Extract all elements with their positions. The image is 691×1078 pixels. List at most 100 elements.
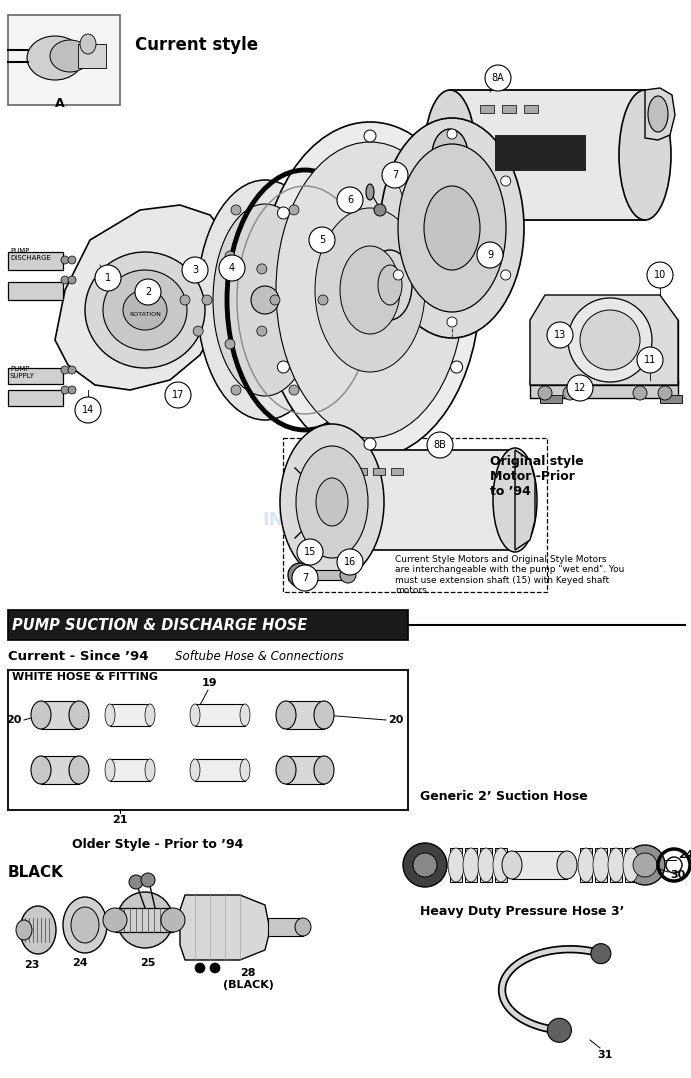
Ellipse shape <box>493 848 509 882</box>
Ellipse shape <box>165 382 191 407</box>
Bar <box>373 468 385 475</box>
Text: 3: 3 <box>192 265 198 275</box>
Text: 25: 25 <box>140 958 155 968</box>
Ellipse shape <box>366 184 374 201</box>
Bar <box>415 148 453 162</box>
Ellipse shape <box>280 424 384 580</box>
Ellipse shape <box>193 327 203 336</box>
Ellipse shape <box>31 756 51 784</box>
Ellipse shape <box>257 327 267 336</box>
Text: 8B: 8B <box>433 440 446 450</box>
Text: Older Style - Prior to ’94: Older Style - Prior to ’94 <box>72 838 243 851</box>
Ellipse shape <box>382 162 408 188</box>
Ellipse shape <box>447 129 457 139</box>
Ellipse shape <box>63 897 107 953</box>
Bar <box>110 759 150 780</box>
Ellipse shape <box>292 565 318 591</box>
Bar <box>540 395 562 403</box>
Ellipse shape <box>502 851 522 879</box>
Text: 20: 20 <box>7 715 22 725</box>
Text: Current - Since ’94: Current - Since ’94 <box>8 650 149 663</box>
Ellipse shape <box>314 756 334 784</box>
Ellipse shape <box>251 286 279 314</box>
Ellipse shape <box>637 347 663 373</box>
Text: 24: 24 <box>72 958 88 968</box>
Ellipse shape <box>591 943 611 964</box>
Ellipse shape <box>578 848 594 882</box>
Ellipse shape <box>493 448 537 552</box>
Bar <box>41 756 79 784</box>
Ellipse shape <box>225 338 235 349</box>
Polygon shape <box>515 450 535 550</box>
Text: 19: 19 <box>202 678 218 688</box>
Text: WHITE HOSE & FITTING: WHITE HOSE & FITTING <box>12 672 158 682</box>
Ellipse shape <box>538 386 552 400</box>
Ellipse shape <box>340 246 400 334</box>
Ellipse shape <box>563 386 577 400</box>
Text: Original style
Motor -Prior
to ’94: Original style Motor -Prior to ’94 <box>490 455 584 498</box>
Ellipse shape <box>424 186 480 270</box>
Ellipse shape <box>547 322 573 348</box>
Bar <box>480 105 494 113</box>
Ellipse shape <box>161 908 185 932</box>
Ellipse shape <box>340 567 356 583</box>
Text: 2: 2 <box>145 287 151 298</box>
Text: 8A: 8A <box>491 73 504 83</box>
Bar <box>495 135 585 170</box>
Ellipse shape <box>625 845 665 885</box>
Text: 4: 4 <box>229 263 235 273</box>
Text: PUMP
DISCHARGE: PUMP DISCHARGE <box>10 248 51 261</box>
Ellipse shape <box>368 250 412 320</box>
Ellipse shape <box>580 310 640 370</box>
Bar <box>8 282 63 300</box>
Bar <box>78 44 106 68</box>
Ellipse shape <box>364 130 376 142</box>
Ellipse shape <box>68 386 76 393</box>
Text: Heavy Duty Pressure Hose 3’: Heavy Duty Pressure Hose 3’ <box>420 906 625 918</box>
Bar <box>465 848 477 882</box>
Ellipse shape <box>403 843 447 887</box>
Text: 24: 24 <box>678 849 691 860</box>
Text: ROTATION: ROTATION <box>129 313 161 318</box>
Ellipse shape <box>61 276 69 284</box>
Ellipse shape <box>547 1019 571 1042</box>
Bar <box>8 252 63 270</box>
Ellipse shape <box>95 265 121 291</box>
Ellipse shape <box>190 704 200 725</box>
Ellipse shape <box>374 204 386 216</box>
Ellipse shape <box>364 438 376 450</box>
Ellipse shape <box>276 701 296 729</box>
Ellipse shape <box>633 386 647 400</box>
Ellipse shape <box>69 701 89 729</box>
Ellipse shape <box>103 270 187 350</box>
Ellipse shape <box>413 853 437 877</box>
Ellipse shape <box>103 908 127 932</box>
Ellipse shape <box>393 176 404 186</box>
Ellipse shape <box>568 298 652 382</box>
Text: PUMP
SUPPLY: PUMP SUPPLY <box>10 367 35 379</box>
Bar <box>268 918 303 936</box>
Bar <box>41 701 79 729</box>
Ellipse shape <box>145 759 155 780</box>
Bar <box>580 848 592 882</box>
Bar <box>625 848 637 882</box>
Ellipse shape <box>145 704 155 725</box>
Ellipse shape <box>129 875 143 889</box>
Ellipse shape <box>398 144 506 312</box>
Ellipse shape <box>61 386 69 393</box>
Ellipse shape <box>288 563 312 588</box>
Ellipse shape <box>567 375 593 401</box>
Bar <box>610 848 622 882</box>
Text: 7: 7 <box>302 573 308 583</box>
Bar <box>530 320 678 385</box>
Ellipse shape <box>195 963 205 973</box>
Ellipse shape <box>337 186 363 213</box>
Ellipse shape <box>648 96 668 132</box>
Ellipse shape <box>463 848 479 882</box>
Ellipse shape <box>557 851 577 879</box>
Ellipse shape <box>68 255 76 264</box>
Bar <box>660 395 682 403</box>
Text: Generic 2’ Suction Hose: Generic 2’ Suction Hose <box>420 790 588 803</box>
Ellipse shape <box>68 276 76 284</box>
Ellipse shape <box>337 549 363 575</box>
